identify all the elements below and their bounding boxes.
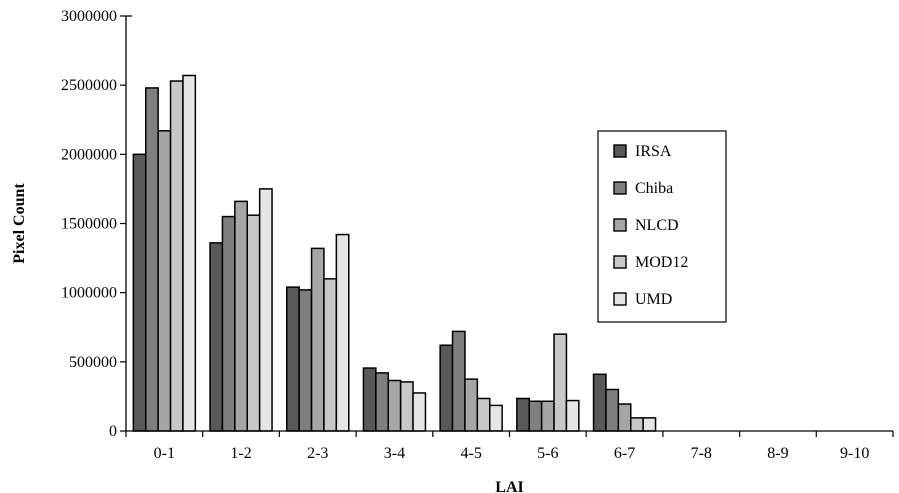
- x-tick-label: 4-5: [460, 445, 481, 462]
- bar-mod12-4-5: [477, 398, 489, 431]
- legend-label-chiba: Chiba: [635, 180, 673, 197]
- bar-chiba-6-7: [606, 390, 618, 432]
- bar-umd-6-7: [643, 418, 655, 431]
- bar-nlcd-1-2: [235, 201, 247, 431]
- y-tick-label: 2500000: [61, 77, 117, 94]
- x-tick-label: 6-7: [614, 445, 635, 462]
- bar-chiba-5-6: [529, 401, 541, 431]
- legend-label-mod12: MOD12: [635, 254, 688, 271]
- bar-umd-0-1: [183, 75, 195, 431]
- y-tick-label: 1500000: [61, 216, 117, 233]
- x-tick-label: 8-9: [767, 445, 788, 462]
- legend-swatch-umd: [614, 293, 626, 305]
- bar-chiba-2-3: [299, 290, 311, 431]
- bar-nlcd-6-7: [618, 404, 630, 431]
- x-tick-label: 7-8: [691, 445, 712, 462]
- legend-label-nlcd: NLCD: [635, 217, 679, 234]
- y-tick-label: 1000000: [61, 285, 117, 302]
- x-axis-title: LAI: [495, 479, 523, 493]
- y-axis-ticks: 0 500000 1000000 1500000 2000000 2500000 30000…: [61, 8, 126, 440]
- x-tick-label: 9-10: [840, 445, 869, 462]
- bar-nlcd-5-6: [542, 401, 554, 431]
- bar-mod12-6-7: [631, 418, 643, 431]
- bar-mod12-5-6: [554, 334, 566, 431]
- bar-chiba-1-2: [222, 217, 234, 431]
- bar-irsa-3-4: [363, 368, 375, 431]
- legend-swatch-chiba: [614, 182, 626, 194]
- bar-mod12-1-2: [247, 215, 259, 431]
- legend-label-umd: UMD: [635, 291, 672, 308]
- legend-swatch-mod12: [614, 256, 626, 268]
- y-tick-label: 500000: [69, 354, 117, 371]
- x-tick-label: 1-2: [230, 445, 251, 462]
- bar-nlcd-2-3: [312, 248, 324, 431]
- legend-swatch-nlcd: [614, 219, 626, 231]
- bar-mod12-2-3: [324, 279, 336, 431]
- bar-umd-4-5: [490, 405, 502, 431]
- legend-label-irsa: IRSA: [635, 143, 672, 160]
- y-tick-label: 2000000: [61, 146, 117, 163]
- bar-mod12-3-4: [401, 382, 413, 431]
- bar-irsa-5-6: [517, 398, 529, 431]
- bar-chiba-0-1: [146, 88, 158, 431]
- bar-nlcd-4-5: [465, 379, 477, 431]
- bars: [133, 75, 655, 431]
- bar-irsa-1-2: [210, 243, 222, 431]
- x-tick-label: 5-6: [537, 445, 558, 462]
- bar-irsa-4-5: [440, 345, 452, 431]
- bar-nlcd-3-4: [388, 381, 400, 431]
- bar-umd-2-3: [336, 235, 348, 431]
- x-axis-ticks: 0-1 1-2 2-3 3-4 4-5 5-6 6-7 7-8 8-9 9-10: [126, 431, 893, 462]
- bar-irsa-6-7: [594, 374, 606, 431]
- bar-mod12-0-1: [171, 81, 183, 431]
- y-axis-title: Pixel Count: [11, 183, 28, 264]
- bar-irsa-0-1: [133, 154, 145, 431]
- legend-swatch-irsa: [614, 145, 626, 157]
- x-tick-label: 3-4: [384, 445, 405, 462]
- x-tick-label: 2-3: [307, 445, 328, 462]
- bar-irsa-2-3: [287, 287, 299, 431]
- bar-umd-3-4: [413, 393, 425, 431]
- bar-umd-5-6: [566, 401, 578, 431]
- x-tick-label: 0-1: [154, 445, 175, 462]
- bar-chiba-4-5: [453, 331, 465, 431]
- bar-chiba-3-4: [376, 373, 388, 431]
- bar-umd-1-2: [260, 189, 272, 431]
- y-tick-label: 0: [109, 423, 117, 440]
- bar-nlcd-0-1: [158, 131, 170, 431]
- legend: IRSA Chiba NLCD MOD12 UMD: [598, 131, 726, 322]
- y-tick-label: 3000000: [61, 8, 117, 25]
